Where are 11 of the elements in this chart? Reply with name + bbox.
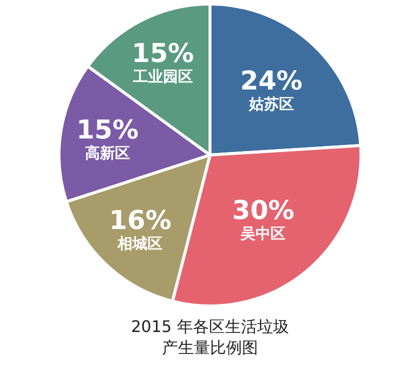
slice-label: 工业园区	[132, 68, 193, 86]
slice-label: 相城区	[116, 234, 163, 253]
slice-label: 高新区	[84, 144, 130, 162]
data-label: 16%	[109, 206, 172, 236]
slice-label: 吴中区	[240, 224, 286, 243]
data-label: 15%	[132, 39, 194, 70]
data-label: 15%	[76, 116, 139, 146]
data-label: 30%	[232, 196, 294, 226]
slice-label: 姑苏区	[248, 94, 294, 113]
text: 2015 年各区生活垃圾产生量比例图	[131, 317, 289, 357]
data-label: 24%	[240, 66, 302, 96]
